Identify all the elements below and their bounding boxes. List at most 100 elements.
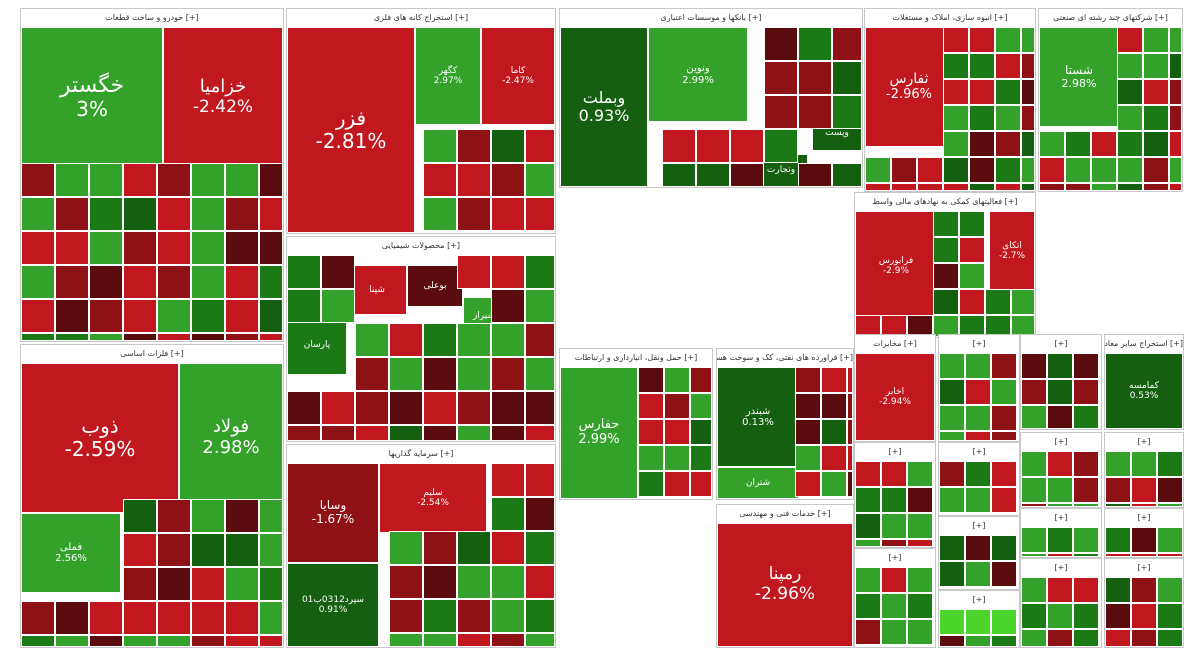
- stock-tile-small[interactable]: [1169, 53, 1182, 79]
- stock-tile-small[interactable]: [225, 265, 259, 299]
- stock-tile-small[interactable]: [881, 513, 907, 539]
- stock-tile[interactable]: ذوب -2.59%: [21, 363, 179, 513]
- stock-tile-small[interactable]: [1169, 79, 1182, 105]
- stock-tile-small[interactable]: [1011, 289, 1035, 315]
- stock-tile-small[interactable]: [995, 79, 1021, 105]
- stock-tile-small[interactable]: [1157, 553, 1183, 557]
- stock-tile-small[interactable]: [943, 79, 969, 105]
- stock-tile-small[interactable]: [525, 425, 555, 441]
- stock-tile-small[interactable]: [664, 419, 690, 445]
- stock-tile-small[interactable]: [821, 367, 847, 393]
- stock-tile-small[interactable]: [1169, 27, 1182, 53]
- stock-tile-small[interactable]: [89, 163, 123, 197]
- stock-tile-small[interactable]: [965, 535, 991, 561]
- stock-tile[interactable]: کگهر 2.97%: [415, 27, 481, 125]
- stock-tile-small[interactable]: [525, 391, 555, 425]
- stock-tile-small[interactable]: [855, 619, 881, 645]
- stock-tile-small[interactable]: [259, 163, 283, 197]
- stock-tile-small[interactable]: [225, 533, 259, 567]
- stock-tile-small[interactable]: [991, 353, 1017, 379]
- stock-tile-small[interactable]: [821, 393, 847, 419]
- stock-tile-small[interactable]: [1143, 157, 1169, 183]
- stock-tile-small[interactable]: [191, 163, 225, 197]
- stock-tile-small[interactable]: [491, 163, 525, 197]
- stock-tile-small[interactable]: [1131, 577, 1157, 603]
- stock-tile-small[interactable]: [798, 61, 832, 95]
- stock-tile-small[interactable]: [457, 599, 491, 633]
- stock-tile-small[interactable]: [157, 163, 191, 197]
- stock-tile-small[interactable]: [881, 539, 907, 547]
- stock-tile[interactable]: خگستر 3%: [21, 27, 163, 167]
- stock-tile-small[interactable]: [1021, 27, 1035, 53]
- stock-tile-small[interactable]: [933, 211, 959, 237]
- stock-tile-small[interactable]: [991, 535, 1017, 561]
- stock-tile-small[interactable]: [259, 333, 283, 341]
- stock-tile[interactable]: فزر -2.81%: [287, 27, 415, 233]
- stock-tile-small[interactable]: [847, 367, 853, 393]
- stock-tile[interactable]: ونوین 2.99%: [648, 27, 748, 122]
- stock-tile-small[interactable]: [21, 299, 55, 333]
- stock-tile-small[interactable]: [259, 567, 283, 601]
- stock-tile-small[interactable]: [855, 513, 881, 539]
- stock-tile-small[interactable]: [491, 129, 525, 163]
- stock-tile-small[interactable]: [321, 255, 355, 289]
- stock-tile-small[interactable]: [89, 299, 123, 333]
- stock-tile-small[interactable]: [995, 157, 1021, 183]
- stock-tile[interactable]: وبملت 0.93%: [560, 27, 648, 187]
- stock-tile-small[interactable]: [847, 419, 853, 445]
- stock-tile-small[interactable]: [959, 289, 985, 315]
- stock-tile-small[interactable]: [321, 425, 355, 441]
- stock-tile-small[interactable]: [157, 533, 191, 567]
- stock-tile-small[interactable]: [21, 197, 55, 231]
- stock-tile-small[interactable]: [907, 593, 933, 619]
- stock-tile-small[interactable]: [969, 53, 995, 79]
- stock-tile-small[interactable]: [917, 157, 943, 183]
- stock-tile-small[interactable]: [939, 353, 965, 379]
- stock-tile-small[interactable]: [943, 183, 969, 191]
- stock-tile[interactable]: خزامیا -2.42%: [163, 27, 283, 167]
- stock-tile-small[interactable]: [389, 391, 423, 425]
- stock-tile-small[interactable]: [881, 487, 907, 513]
- stock-tile-small[interactable]: [355, 323, 389, 357]
- stock-tile-small[interactable]: [969, 183, 995, 191]
- stock-tile-small[interactable]: [457, 323, 491, 357]
- stock-tile-small[interactable]: [1169, 157, 1182, 183]
- stock-tile-small[interactable]: [157, 265, 191, 299]
- stock-tile-small[interactable]: [1157, 451, 1183, 477]
- stock-tile-small[interactable]: [423, 391, 457, 425]
- stock-tile-small[interactable]: [225, 567, 259, 601]
- sector-title[interactable]: [+] حمل ونقل، انبارداری و ارتباطات: [560, 349, 712, 367]
- stock-tile-small[interactable]: [225, 231, 259, 265]
- stock-tile-small[interactable]: [1073, 405, 1099, 429]
- stock-tile-small[interactable]: [1065, 131, 1091, 157]
- stock-tile-small[interactable]: [491, 391, 525, 425]
- stock-tile-small[interactable]: [939, 561, 965, 587]
- sector-expand-toggle[interactable]: [+]: [855, 549, 935, 567]
- stock-tile-small[interactable]: [795, 445, 821, 471]
- stock-tile-small[interactable]: [287, 289, 321, 323]
- stock-tile-small[interactable]: [730, 163, 764, 187]
- stock-tile-small[interactable]: [1047, 503, 1073, 507]
- stock-tile-small[interactable]: [287, 425, 321, 441]
- stock-tile-small[interactable]: [995, 105, 1021, 131]
- stock-tile-small[interactable]: [1021, 629, 1047, 647]
- stock-tile-small[interactable]: [123, 231, 157, 265]
- stock-tile-small[interactable]: [191, 567, 225, 601]
- stock-tile-small[interactable]: [995, 131, 1021, 157]
- stock-tile-small[interactable]: [1047, 451, 1073, 477]
- stock-tile-small[interactable]: [1021, 577, 1047, 603]
- stock-tile-small[interactable]: [881, 593, 907, 619]
- stock-tile-small[interactable]: [1021, 79, 1035, 105]
- stock-tile-small[interactable]: [1117, 79, 1143, 105]
- stock-tile-small[interactable]: [855, 567, 881, 593]
- stock-tile-small[interactable]: [969, 157, 995, 183]
- stock-tile-small[interactable]: [1073, 577, 1099, 603]
- stock-tile-small[interactable]: [225, 299, 259, 333]
- stock-tile[interactable]: حفارس 2.99%: [560, 367, 638, 499]
- stock-tile-small[interactable]: [1021, 53, 1035, 79]
- stock-tile-small[interactable]: [1021, 451, 1047, 477]
- stock-tile-small[interactable]: [1143, 27, 1169, 53]
- stock-tile-small[interactable]: [907, 487, 933, 513]
- stock-tile-small[interactable]: [1021, 157, 1035, 183]
- stock-tile-small[interactable]: [821, 445, 847, 471]
